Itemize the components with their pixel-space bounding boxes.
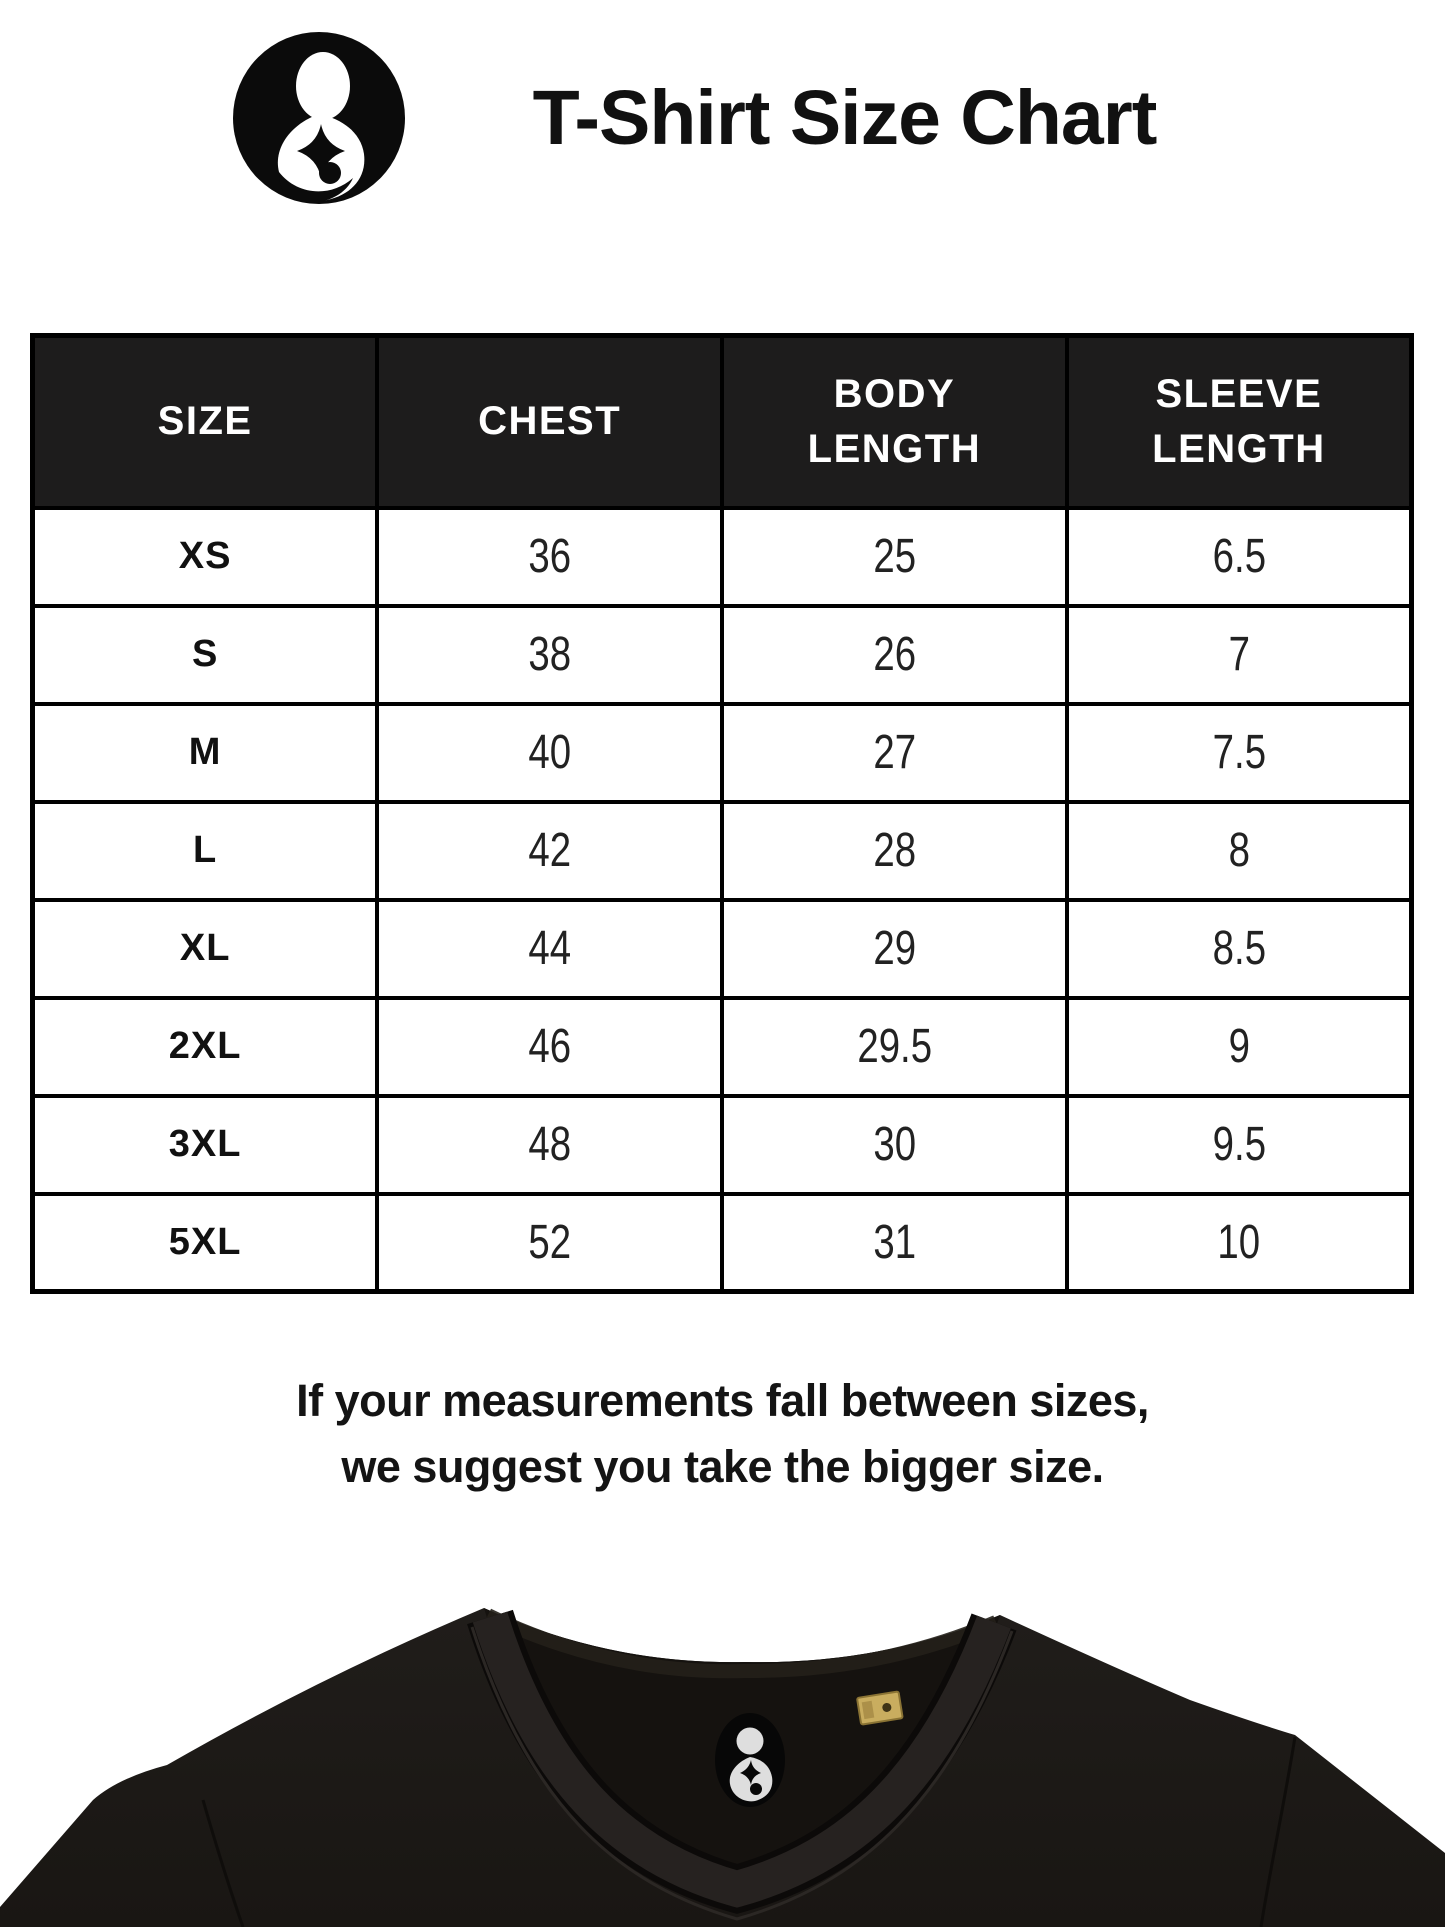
- cell-body-length: 25: [720, 505, 1069, 608]
- table-row-s: S 38 26 7: [30, 603, 1414, 706]
- table-header-row: SIZE CHEST BODY LENGTH SLEEVE LENGTH: [30, 333, 1414, 510]
- brand-logo-icon: [232, 32, 405, 204]
- cell-size: 5XL: [30, 1191, 380, 1294]
- cell-size: M: [30, 701, 380, 804]
- column-header-body-length: BODY LENGTH: [720, 333, 1069, 510]
- tshirt-collar-image: [0, 1608, 1445, 1927]
- brand-header: T-Shirt Size Chart: [0, 32, 1417, 204]
- cell-chest: 48: [375, 1093, 724, 1196]
- cell-chest: 52: [375, 1191, 724, 1294]
- cell-body-length: 31: [720, 1191, 1069, 1294]
- cell-chest: 40: [375, 701, 724, 804]
- cell-chest: 36: [375, 505, 724, 608]
- cell-sleeve-length: 7: [1064, 603, 1414, 706]
- table-row-xs: XS 36 25 6.5: [30, 505, 1414, 608]
- sizing-note-line2: we suggest you take the bigger size.: [341, 1441, 1104, 1492]
- column-header-size: SIZE: [30, 333, 380, 510]
- cell-chest: 42: [375, 799, 724, 902]
- cell-body-length: 29.5: [720, 995, 1069, 1098]
- cell-size: 3XL: [30, 1093, 380, 1196]
- cell-sleeve-length: 6.5: [1064, 505, 1414, 608]
- cell-sleeve-length: 10: [1064, 1191, 1414, 1294]
- cell-size: XL: [30, 897, 380, 1000]
- cell-sleeve-length: 7.5: [1064, 701, 1414, 804]
- table-row-2xl: 2XL 46 29.5 9: [30, 995, 1414, 1098]
- table-row-m: M 40 27 7.5: [30, 701, 1414, 804]
- cell-size: 2XL: [30, 995, 380, 1098]
- cell-body-length: 29: [720, 897, 1069, 1000]
- table-row-l: L 42 28 8: [30, 799, 1414, 902]
- cell-body-length: 26: [720, 603, 1069, 706]
- cell-sleeve-length: 8.5: [1064, 897, 1414, 1000]
- table-row-5xl: 5XL 52 31 10: [30, 1191, 1414, 1294]
- cell-chest: 46: [375, 995, 724, 1098]
- cell-body-length: 27: [720, 701, 1069, 804]
- table-row-3xl: 3XL 48 30 9.5: [30, 1093, 1414, 1196]
- neck-label-logo-icon: [715, 1713, 785, 1807]
- size-chart-table: SIZE CHEST BODY LENGTH SLEEVE LENGTH XS …: [30, 333, 1414, 1294]
- cell-chest: 44: [375, 897, 724, 1000]
- cell-size: S: [30, 603, 380, 706]
- care-tag: [856, 1690, 904, 1726]
- column-header-sleeve-length: SLEEVE LENGTH: [1064, 333, 1414, 510]
- cell-chest: 38: [375, 603, 724, 706]
- cell-body-length: 30: [720, 1093, 1069, 1196]
- cell-size: XS: [30, 505, 380, 608]
- page-title: T-Shirt Size Chart: [532, 74, 1158, 161]
- sizing-note-line1: If your measurements fall between sizes,: [296, 1375, 1149, 1426]
- cell-body-length: 28: [720, 799, 1069, 902]
- table-row-xl: XL 44 29 8.5: [30, 897, 1414, 1000]
- cell-sleeve-length: 9: [1064, 995, 1414, 1098]
- column-header-chest: CHEST: [375, 333, 724, 510]
- tshirt-photo: [0, 1565, 1445, 1927]
- sizing-note: If your measurements fall between sizes,…: [0, 1368, 1445, 1500]
- cell-sleeve-length: 8: [1064, 799, 1414, 902]
- cell-size: L: [30, 799, 380, 902]
- cell-sleeve-length: 9.5: [1064, 1093, 1414, 1196]
